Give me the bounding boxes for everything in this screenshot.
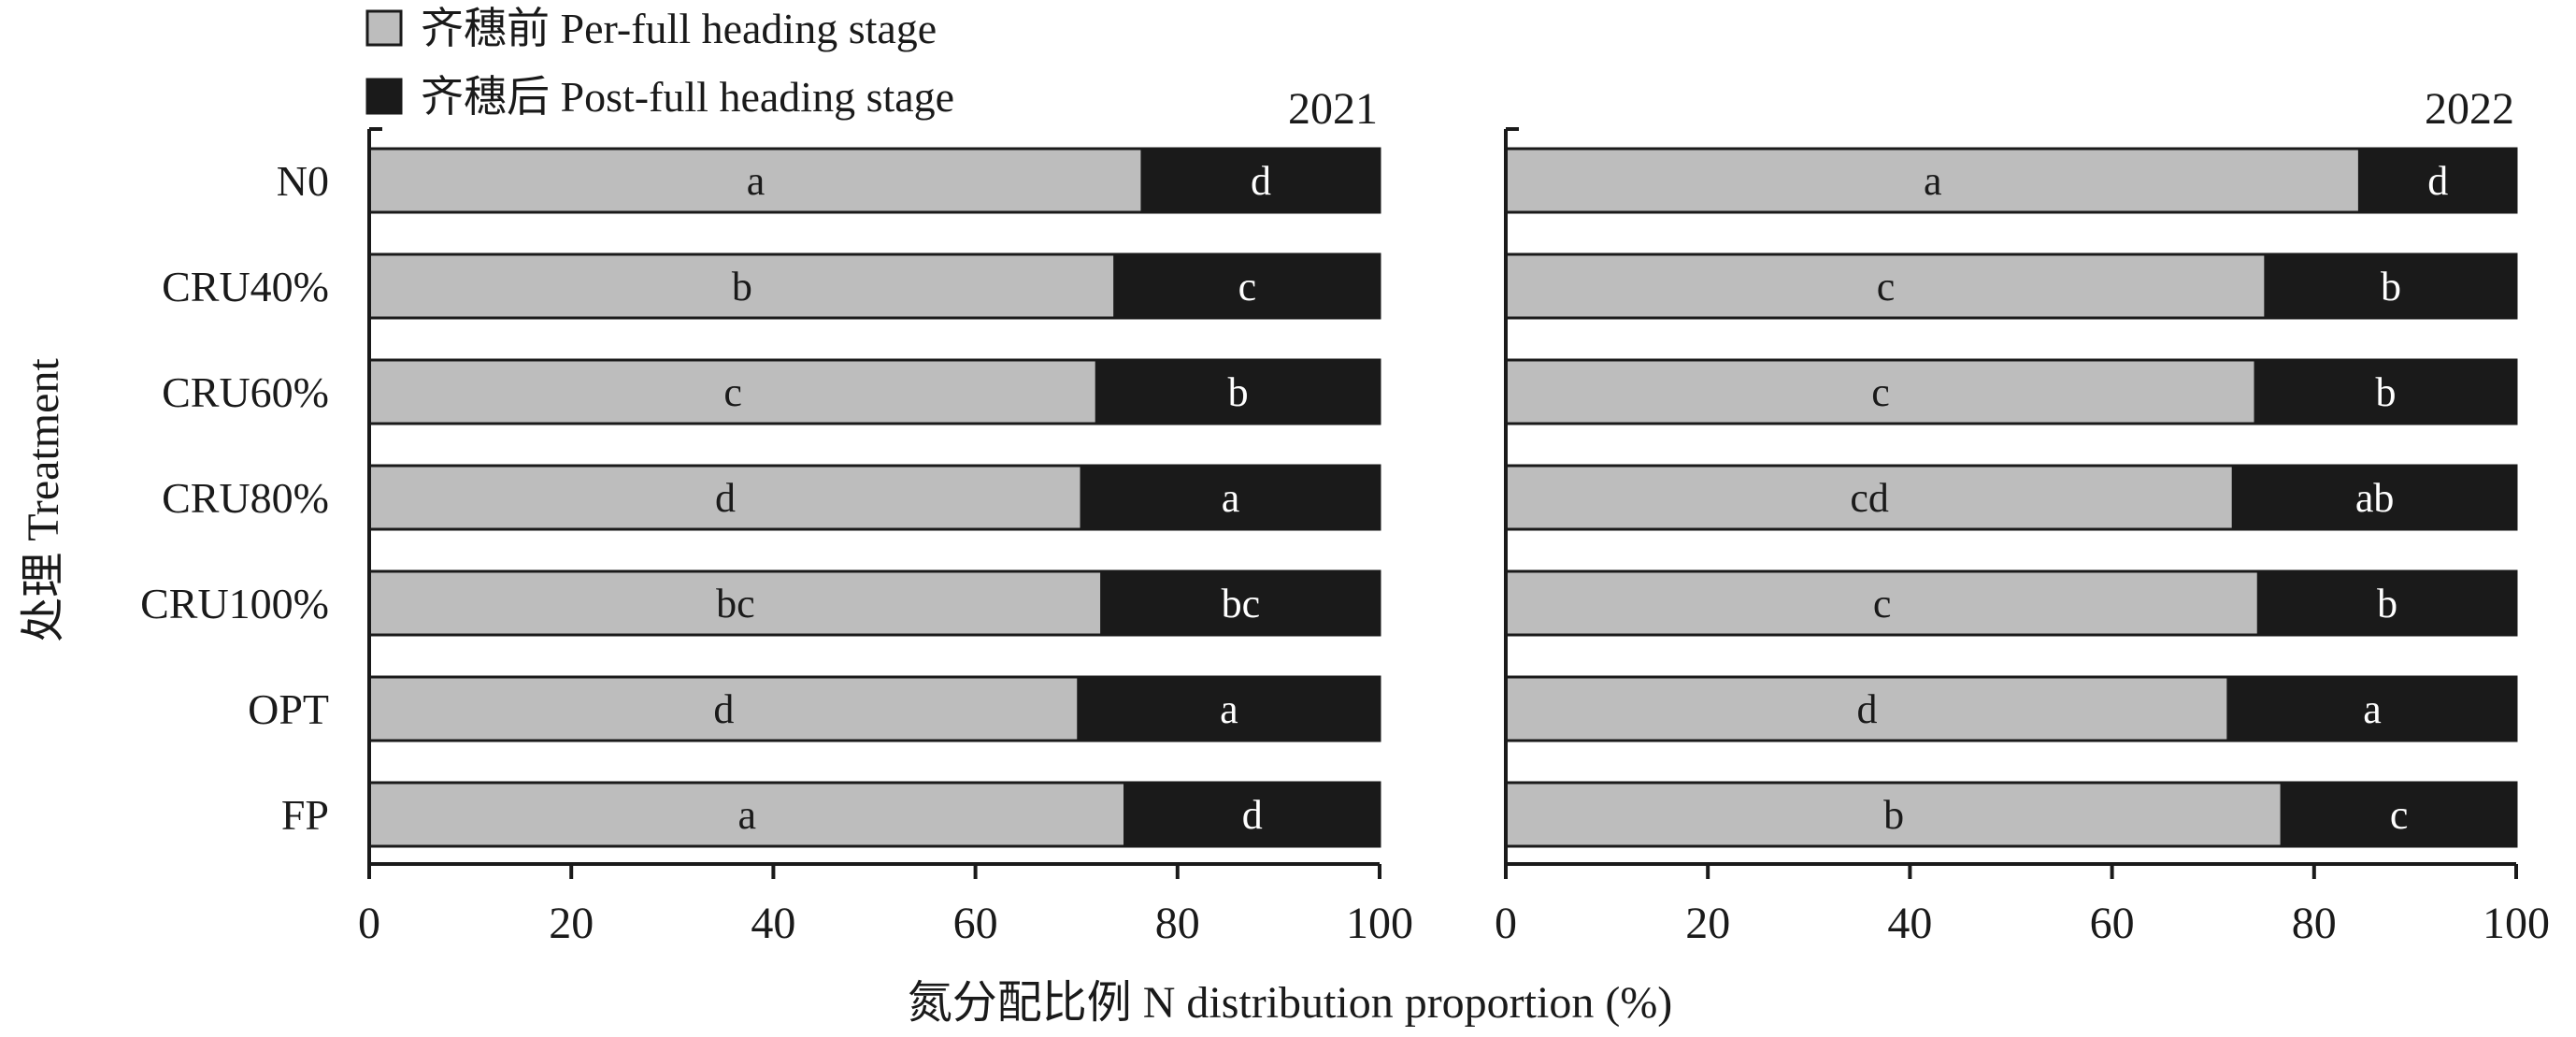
bar-CRU80%-series-0 (1504, 464, 2235, 531)
bar-letter-label: d (1251, 158, 1271, 204)
x-axis-label: 氮分配比例 N distribution proportion (%) (908, 978, 1673, 1028)
category-label: CRU40% (162, 263, 329, 310)
x-tick-label: 60 (953, 899, 998, 948)
x-tick-label: 20 (549, 899, 594, 948)
x-tick-label: 40 (751, 899, 795, 948)
bar-CRU100%-series-1 (2256, 569, 2518, 637)
bar-letter-label: b (2377, 581, 2397, 627)
bar-letter-label: d (715, 475, 736, 521)
bar-FP-series-0 (1504, 781, 2283, 848)
x-tick-label: 100 (1346, 899, 1413, 948)
bar-OPT-series-0 (1504, 675, 2230, 742)
bar-CRU100%-series-1 (1100, 569, 1381, 637)
bar-letter-label: a (747, 158, 766, 204)
category-label: CRU60% (162, 368, 329, 416)
panel-title: 2021 (1288, 84, 1378, 134)
bar-N0-series-0 (367, 147, 1144, 214)
bar-letter-label: b (1883, 792, 1904, 838)
bar-CRU80%-series-1 (2231, 464, 2518, 531)
x-tick-label: 60 (2090, 899, 2135, 948)
bar-CRU60%-series-1 (1095, 358, 1381, 425)
x-tick-label: 0 (1495, 899, 1517, 948)
x-tick-label: 40 (1887, 899, 1932, 948)
bar-FP-series-1 (1123, 781, 1381, 848)
bar-OPT-series-1 (2226, 675, 2518, 742)
bar-FP-series-1 (2280, 781, 2518, 848)
bar-CRU60%-series-0 (1504, 358, 2257, 425)
bar-letter-label: bc (1222, 581, 1261, 627)
bar-letter-label: d (2427, 158, 2448, 204)
bar-letter-label: c (723, 369, 742, 415)
bar-CRU60%-series-1 (2254, 358, 2518, 425)
legend-label-1: 齐穗后 Post-full heading stage (421, 73, 954, 121)
bar-letter-label: b (1228, 369, 1249, 415)
legend: 齐穗前 Per-full heading stage 齐穗后 Post-full … (365, 5, 954, 121)
bar-letter-label: d (713, 686, 734, 732)
legend-swatch-1 (365, 78, 403, 115)
bar-CRU100%-series-0 (1504, 569, 2260, 637)
category-label: CRU100% (140, 580, 329, 627)
bar-letter-label: c (1238, 264, 1257, 310)
bar-letter-label: d (1856, 686, 1877, 732)
legend-swatch-0 (365, 9, 403, 47)
bar-letter-label: ab (2355, 475, 2395, 521)
bar-OPT-series-1 (1077, 675, 1381, 742)
bar-CRU60%-series-0 (367, 358, 1098, 425)
x-tick-label: 80 (1155, 899, 1200, 948)
bar-letter-label: a (1924, 158, 1942, 204)
bar-letter-label: c (1873, 581, 1892, 627)
bar-CRU40%-series-0 (1504, 252, 2268, 320)
bar-letter-label: c (1871, 369, 1890, 415)
bar-CRU40%-series-0 (367, 252, 1117, 320)
y-axis-label: 处理 Treatment (19, 358, 68, 642)
category-label: OPT (248, 685, 329, 733)
bar-letter-label: b (2376, 369, 2397, 415)
bar-CRU80%-series-1 (1080, 464, 1381, 531)
legend-label-0: 齐穗前 Per-full heading stage (421, 5, 937, 52)
bar-CRU80%-series-0 (367, 464, 1083, 531)
category-label: FP (281, 791, 329, 839)
x-tick-label: 20 (1685, 899, 1730, 948)
category-label: CRU80% (162, 474, 329, 522)
bar-letter-label: b (732, 264, 752, 310)
bar-letter-label: c (2390, 792, 2409, 838)
bar-N0-series-1 (1140, 147, 1381, 214)
bar-letter-label: d (1242, 792, 1263, 838)
bar-letter-label: bc (716, 581, 755, 627)
bar-letter-label: a (1222, 475, 1240, 521)
bar-letter-label: a (1220, 686, 1238, 732)
panel-title: 2022 (2425, 84, 2514, 134)
bar-CRU40%-series-1 (1113, 252, 1381, 320)
bar-N0-series-1 (2357, 147, 2518, 214)
bar-FP-series-0 (367, 781, 1127, 848)
bar-N0-series-0 (1504, 147, 2361, 214)
category-label: N0 (277, 157, 329, 205)
bar-letter-label: c (1877, 264, 1896, 310)
bar-letter-label: a (738, 792, 757, 838)
x-tick-label: 100 (2483, 899, 2550, 948)
x-tick-label: 80 (2292, 899, 2337, 948)
bar-letter-label: a (2363, 686, 2382, 732)
x-tick-label: 0 (358, 899, 380, 948)
bar-letter-label: b (2381, 264, 2401, 310)
bar-CRU40%-series-1 (2264, 252, 2518, 320)
bar-letter-label: cd (1850, 475, 1889, 521)
